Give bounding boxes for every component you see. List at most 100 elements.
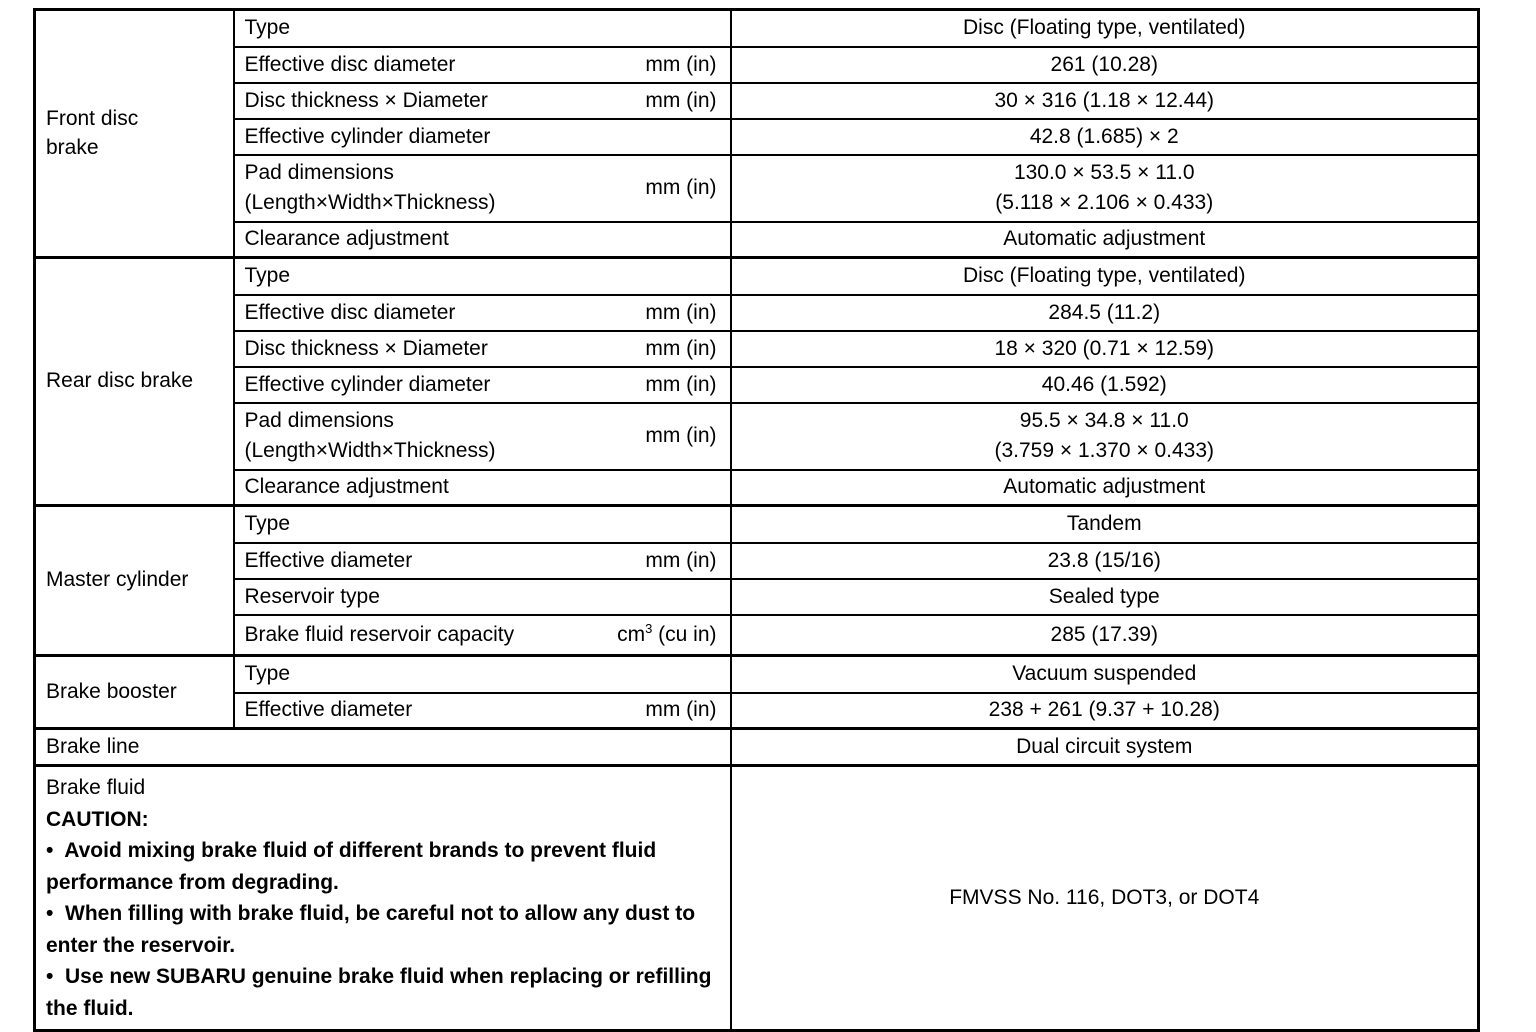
rear-effective-cylinder-diameter-value-cell: 40.46 (1.592) [729, 365, 1480, 404]
section-label: Front disc [46, 107, 139, 131]
section-master-cylinder: Master cylinder [33, 504, 235, 657]
front-clearance-adjustment-param-cell: Clearance adjustment [232, 220, 732, 259]
param-unit: mm (in) [645, 336, 717, 360]
param-label: Type [244, 264, 291, 288]
param-label-line2: (Length×Width×Thickness) [244, 439, 496, 462]
param-label: Effective diameter [244, 548, 413, 572]
param-unit: mm (in) [645, 424, 717, 447]
value-text: Disc (Floating type, ventilated) [963, 16, 1246, 40]
rear-pad-dimensions-param-cell: Pad dimensions (Length×Width×Thickness) … [232, 401, 732, 471]
value-text: Dual circuit system [1016, 735, 1193, 759]
value-text: 30 × 316 (1.18 × 12.44) [994, 88, 1214, 112]
param-label: Reservoir type [244, 584, 380, 608]
master-reservoir-type-value-cell: Sealed type [729, 577, 1480, 616]
brake-line-label-cell: Brake line [33, 727, 732, 767]
section-rear-disc-brake: Rear disc brake [33, 256, 235, 507]
master-effective-diameter-param-cell: Effective diameter mm (in) [232, 541, 732, 580]
param-label: Pad dimensions [244, 161, 394, 185]
master-type-param-cell: Type [232, 504, 732, 544]
unit-base: cm [617, 622, 646, 646]
section-label-line2: brake [46, 135, 99, 159]
param-unit: mm (in) [645, 698, 717, 722]
front-disc-thickness-param-cell: Disc thickness × Diameter mm (in) [232, 81, 732, 120]
brake-fluid-label-cell: Brake fluid CAUTION: • Avoid mixing brak… [33, 764, 732, 1032]
param-label: Clearance adjustment [244, 475, 449, 499]
front-effective-disc-diameter-value-cell: 261 (10.28) [729, 45, 1480, 84]
value-text: 18 × 320 (0.71 × 12.59) [994, 336, 1214, 360]
param-unit: mm (in) [645, 548, 717, 572]
row-label: Brake fluid [46, 776, 146, 799]
rear-effective-cylinder-diameter-param-cell: Effective cylinder diameter mm (in) [232, 365, 732, 404]
front-clearance-adjustment-value-cell: Automatic adjustment [729, 220, 1480, 259]
value-text: 130.0 × 53.5 × 11.0 [1013, 161, 1195, 185]
param-label-line2: (Length×Width×Thickness) [244, 191, 496, 214]
front-effective-disc-diameter-param-cell: Effective disc diameter mm (in) [232, 45, 732, 84]
param-unit: mm (in) [645, 176, 717, 199]
value-text: 285 (17.39) [1050, 622, 1158, 646]
section-brake-booster: Brake booster [33, 654, 235, 730]
caution-item: • Avoid mixing brake fluid of different … [46, 839, 663, 894]
rear-type-value-cell: Disc (Floating type, ventilated) [729, 256, 1480, 296]
caution-title: CAUTION: [46, 807, 149, 831]
value-text: 95.5 × 34.8 × 11.0 [1019, 409, 1189, 433]
value-text-line2: (3.759 × 1.370 × 0.433) [994, 439, 1214, 462]
param-label: Effective diameter [244, 698, 413, 722]
param-unit: mm (in) [645, 52, 717, 76]
rear-type-param-cell: Type [232, 256, 732, 296]
caution-item: • When filling with brake fluid, be care… [46, 902, 701, 957]
front-disc-thickness-value-cell: 30 × 316 (1.18 × 12.44) [729, 81, 1480, 120]
param-label: Disc thickness × Diameter [244, 336, 488, 360]
param-label: Clearance adjustment [244, 227, 449, 251]
brake-line-value-cell: Dual circuit system [729, 727, 1480, 767]
param-label: Type [244, 16, 291, 40]
param-label: Effective disc diameter [244, 300, 456, 324]
param-label: Effective cylinder diameter [244, 372, 491, 396]
section-label: Rear disc brake [46, 369, 194, 393]
value-text-line2: (5.118 × 2.106 × 0.433) [995, 191, 1214, 214]
rear-disc-thickness-param-cell: Disc thickness × Diameter mm (in) [232, 329, 732, 368]
rear-pad-dimensions-value-cell: 95.5 × 34.8 × 11.0 (3.759 × 1.370 × 0.43… [729, 401, 1480, 471]
value-text: Vacuum suspended [1012, 662, 1197, 686]
value-text: FMVSS No. 116, DOT3, or DOT4 [949, 886, 1260, 910]
section-front-disc-brake: Front disc brake [33, 8, 235, 259]
master-reservoir-capacity-param-cell: Brake fluid reservoir capacity cm3 (cu i… [232, 613, 732, 657]
param-unit: mm (in) [645, 372, 717, 396]
unit-rest: (cu in) [652, 622, 717, 646]
param-label: Effective disc diameter [244, 52, 456, 76]
param-label: Effective cylinder diameter [244, 124, 491, 148]
value-text: Automatic adjustment [1003, 227, 1206, 251]
master-reservoir-capacity-value-cell: 285 (17.39) [729, 613, 1480, 657]
value-text: Disc (Floating type, ventilated) [963, 264, 1246, 288]
booster-effective-diameter-param-cell: Effective diameter mm (in) [232, 691, 732, 730]
unit-superscript: 3 [645, 620, 653, 636]
master-type-value-cell: Tandem [729, 504, 1480, 544]
booster-effective-diameter-value-cell: 238 + 261 (9.37 + 10.28) [729, 691, 1480, 730]
param-label: Type [244, 662, 291, 686]
brake-fluid-value-cell: FMVSS No. 116, DOT3, or DOT4 [729, 764, 1480, 1032]
rear-effective-disc-diameter-value-cell: 284.5 (11.2) [729, 293, 1480, 332]
value-text: Automatic adjustment [1003, 475, 1206, 499]
front-effective-cylinder-diameter-param-cell: Effective cylinder diameter [232, 117, 732, 156]
section-label: Brake booster [46, 679, 177, 703]
param-label: Brake fluid reservoir capacity [244, 622, 515, 646]
value-text: 261 (10.28) [1050, 52, 1158, 76]
row-label: Brake line [46, 735, 140, 758]
value-text: 42.8 (1.685) × 2 [1029, 124, 1179, 148]
param-unit: mm (in) [645, 300, 717, 324]
front-effective-cylinder-diameter-value-cell: 42.8 (1.685) × 2 [729, 117, 1480, 156]
param-unit: cm3 (cu in) [617, 620, 717, 647]
param-label: Type [244, 512, 291, 536]
param-label: Disc thickness × Diameter [244, 88, 488, 112]
value-text: 238 + 261 (9.37 + 10.28) [988, 698, 1220, 722]
brake-specifications-table: Front disc brake Type Disc (Floating typ… [33, 8, 1480, 1032]
front-type-value-cell: Disc (Floating type, ventilated) [729, 8, 1480, 48]
param-label: Pad dimensions [244, 409, 394, 433]
param-unit: mm (in) [645, 88, 717, 112]
value-text: Tandem [1066, 512, 1142, 536]
front-pad-dimensions-param-cell: Pad dimensions (Length×Width×Thickness) … [232, 153, 732, 223]
front-pad-dimensions-value-cell: 130.0 × 53.5 × 11.0 (5.118 × 2.106 × 0.4… [729, 153, 1480, 223]
value-text: 284.5 (11.2) [1048, 300, 1161, 324]
value-text: 23.8 (15/16) [1047, 548, 1161, 572]
rear-effective-disc-diameter-param-cell: Effective disc diameter mm (in) [232, 293, 732, 332]
rear-clearance-adjustment-param-cell: Clearance adjustment [232, 468, 732, 507]
